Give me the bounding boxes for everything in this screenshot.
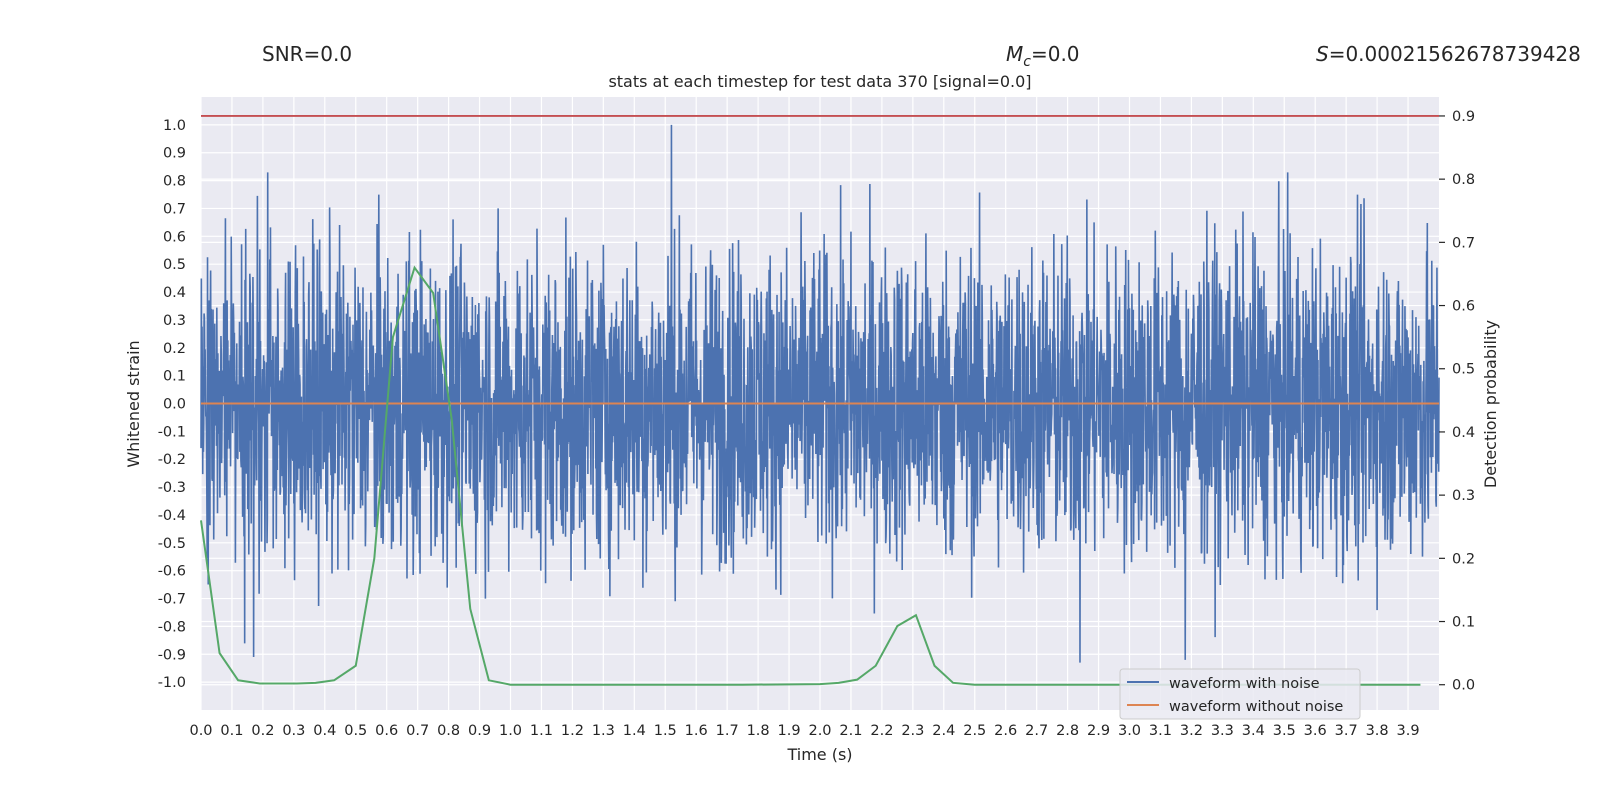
y-tick-label-left: -0.6 [158,564,186,580]
chirp-mass-label: Mc=0.0 [1006,42,1080,70]
x-tick-label: 0.3 [282,723,305,739]
x-tick-label: 2.9 [1087,723,1110,739]
x-tick-label: 2.1 [839,723,862,739]
x-tick-label: 0.5 [344,723,367,739]
y-tick-label-right: 0.3 [1452,488,1475,504]
x-tick-label: 3.4 [1242,723,1265,739]
y-tick-label-right: 0.1 [1452,615,1475,631]
y-axis-label-left: Whitened strain [124,340,143,467]
x-tick-label: 0.7 [406,723,429,739]
tick-labels: 0.0 0.1 0.2 0.3 0.4 0.5 0.6 0.7 0.8 0.9 1.0 1.1 1.2 1… [158,109,1475,739]
x-tick-label: 3.7 [1335,723,1358,739]
x-tick-label: 1.0 [499,723,522,739]
y-tick-label-left: -1.0 [158,675,186,691]
y-tick-label-left: 0.9 [163,146,186,162]
x-tick-label: 2.3 [901,723,924,739]
y-tick-label-right: 0.7 [1452,235,1475,251]
x-tick-label: 2.4 [932,723,955,739]
y-tick-label-right: 0.5 [1452,362,1475,378]
x-tick-label: 0.0 [189,723,212,739]
x-tick-label: 3.2 [1180,723,1203,739]
x-tick-label: 1.8 [747,723,770,739]
y-tick-label-right: 0.9 [1452,109,1475,125]
y-tick-label-left: -0.9 [158,647,186,663]
y-tick-label-right: 0.8 [1452,172,1475,188]
y-tick-label-left: 0.3 [163,313,186,329]
y-tick-label-left: -0.5 [158,536,186,552]
x-tick-label: 1.5 [654,723,677,739]
series-waveform-with-noise [200,124,1440,663]
y-tick-label-right: 0.4 [1452,425,1475,441]
y-tick-label-left: -0.3 [158,480,186,496]
legend-box [1119,668,1361,720]
snr-label: SNR=0.0 [262,42,352,66]
x-tick-label: 0.4 [313,723,336,739]
y-tick-label-left: 0.2 [163,341,186,357]
x-tick-label: 0.6 [375,723,398,739]
y-tick-label-left: 0.5 [163,257,186,273]
legend: waveform with noise waveform without noi… [1119,668,1361,720]
x-tick-label: 2.0 [808,723,831,739]
y-tick-label-left: -0.7 [158,592,186,608]
x-tick-label: 3.5 [1273,723,1296,739]
y-tick-label-left: -0.1 [158,424,186,440]
x-tick-label: 0.8 [437,723,460,739]
data-layer [200,115,1440,686]
s-stat-label: S=0.00021562678739428 [1316,42,1581,66]
y-tick-label-left: 0.6 [163,229,186,245]
x-tick-label: 3.8 [1366,723,1389,739]
y-tick-label-left: -0.8 [158,619,186,635]
y-tick-label-left: 0.1 [163,369,186,385]
series-detection-probability [200,265,1421,686]
y-tick-label-right: 0.6 [1452,299,1475,315]
y-tick-label-left: 0.4 [163,285,186,301]
legend-entry-noise: waveform with noise [1169,676,1320,692]
x-tick-label: 1.2 [561,723,584,739]
x-tick-label: 2.5 [963,723,986,739]
y-tick-label-right: 0.0 [1452,678,1475,694]
x-tick-label: 3.3 [1211,723,1234,739]
y-tick-label-left: 1.0 [163,118,186,134]
y-tick-label-left: 0.0 [163,397,186,413]
chart-title: stats at each timestep for test data 370… [608,72,1031,91]
x-tick-label: 1.9 [778,723,801,739]
x-tick-label: 0.1 [220,723,243,739]
x-tick-label: 1.7 [716,723,739,739]
y-tick-label-left: 0.8 [163,174,186,190]
x-tick-label: 0.9 [468,723,491,739]
y-tick-label-left: -0.2 [158,452,186,468]
x-tick-label: 3.1 [1149,723,1172,739]
x-tick-label: 2.8 [1056,723,1079,739]
x-tick-label: 3.9 [1397,723,1420,739]
y-tick-label-left: -0.4 [158,508,186,524]
x-tick-label: 1.1 [530,723,553,739]
x-tick-label: 1.4 [623,723,646,739]
y-tick-label-left: 0.7 [163,201,186,217]
x-tick-label: 3.6 [1304,723,1327,739]
legend-entry-clean: waveform without noise [1169,699,1343,715]
x-tick-label: 2.6 [994,723,1017,739]
y-tick-label-right: 0.2 [1452,551,1475,567]
x-tick-label: 3.0 [1118,723,1141,739]
x-axis-label: Time (s) [786,745,852,764]
x-tick-label: 2.2 [870,723,893,739]
x-tick-label: 1.6 [685,723,708,739]
x-tick-label: 2.7 [1025,723,1048,739]
x-tick-label: 0.2 [251,723,274,739]
y-axis-label-right: Detection probability [1481,320,1500,488]
x-tick-label: 1.3 [592,723,615,739]
